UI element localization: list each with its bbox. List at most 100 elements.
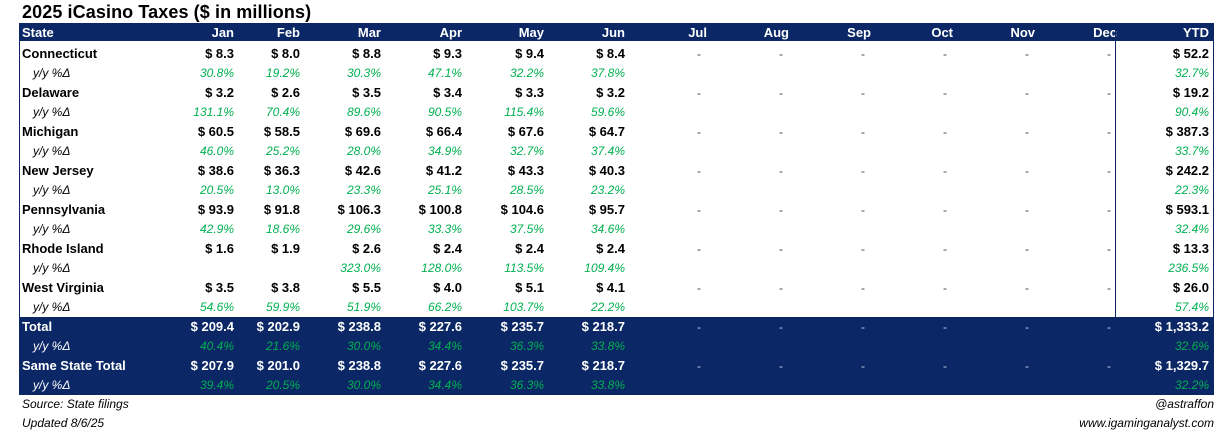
state-name: New Jersey <box>22 163 94 178</box>
ytd-yoy-pct: 32.7% <box>1174 65 1209 80</box>
month-value: $ 64.7 <box>588 124 625 139</box>
header-jul: Jul <box>688 24 707 40</box>
yoy-pct: 40.4% <box>199 338 234 353</box>
yoy-pct: 103.7% <box>503 299 544 314</box>
yoy-pct: 19.2% <box>265 65 300 80</box>
month-value: $ 4.1 <box>596 280 625 295</box>
empty-month-dash: - <box>1107 163 1111 178</box>
header-ytd: YTD <box>1183 24 1209 40</box>
empty-month-dash: - <box>779 124 783 139</box>
empty-month-dash: - <box>1107 280 1111 295</box>
empty-month-dash: - <box>861 163 865 178</box>
yoy-pct: 34.4% <box>427 338 462 353</box>
empty-month-dash: - <box>697 85 701 100</box>
month-value: $ 218.7 <box>581 358 625 373</box>
empty-month-dash: - <box>1025 85 1029 100</box>
state-name: Connecticut <box>22 46 98 61</box>
month-value: $ 106.3 <box>337 202 381 217</box>
month-value: $ 238.8 <box>337 358 381 373</box>
yoy-pct: 30.0% <box>346 338 381 353</box>
empty-month-dash: - <box>861 319 865 334</box>
total-row-block: Same State Total $ 207.9 $ 201.0 $ 238.8 $ 2… <box>19 356 1214 395</box>
empty-month-dash: - <box>861 124 865 139</box>
empty-month-dash: - <box>779 241 783 256</box>
ytd-value: $ 26.0 <box>1172 280 1209 295</box>
yoy-pct: 66.2% <box>427 299 462 314</box>
ytd-value: $ 19.2 <box>1172 85 1209 100</box>
header-oct: Oct <box>931 24 953 40</box>
yoy-pct: 33.3% <box>427 221 462 236</box>
yoy-pct: 20.5% <box>265 377 300 392</box>
yoy-row: y/y %Δ 20.5% 13.0% 23.3% 25.1% 28.5% 23.2% 22.3… <box>19 180 1214 199</box>
month-value: $ 4.0 <box>433 280 462 295</box>
state-row-block: New Jersey $ 38.6 $ 36.3 $ 42.6 $ 41.2 $ 43.3… <box>19 161 1214 200</box>
yoy-pct: 37.8% <box>590 65 625 80</box>
month-value: $ 1.9 <box>271 241 300 256</box>
yoy-pct: 36.3% <box>509 377 544 392</box>
month-value: $ 3.5 <box>352 85 381 100</box>
header-dec: Dec <box>1093 24 1117 40</box>
month-value: $ 3.4 <box>433 85 462 100</box>
empty-month-dash: - <box>861 358 865 373</box>
month-value: $ 235.7 <box>500 319 544 334</box>
month-value: $ 42.6 <box>344 163 381 178</box>
empty-month-dash: - <box>779 280 783 295</box>
state-row-block: Connecticut $ 8.3 $ 8.0 $ 8.8 $ 9.3 $ 9.4 $ 8.… <box>19 44 1214 83</box>
yoy-pct: 70.4% <box>265 104 300 119</box>
yoy-pct: 323.0% <box>340 260 381 275</box>
empty-month-dash: - <box>697 241 701 256</box>
value-row: Same State Total $ 207.9 $ 201.0 $ 238.8 $ 2… <box>19 356 1214 375</box>
empty-month-dash: - <box>943 280 947 295</box>
yoy-pct: 113.5% <box>504 260 544 275</box>
empty-month-dash: - <box>697 280 701 295</box>
yoy-row: y/y %Δ 131.1% 70.4% 89.6% 90.5% 115.4% 59.6% 90… <box>19 102 1214 121</box>
month-value: $ 202.9 <box>256 319 300 334</box>
ytd-yoy-pct: 90.4% <box>1174 104 1209 119</box>
empty-month-dash: - <box>1025 280 1029 295</box>
empty-month-dash: - <box>861 280 865 295</box>
yoy-pct: 30.3% <box>346 65 381 80</box>
yoy-pct: 34.6% <box>590 221 625 236</box>
empty-month-dash: - <box>779 319 783 334</box>
yoy-label: y/y %Δ <box>33 338 71 353</box>
empty-month-dash: - <box>779 46 783 61</box>
header-apr: Apr <box>439 24 462 40</box>
yoy-pct: 47.1% <box>427 65 462 80</box>
empty-month-dash: - <box>1107 241 1111 256</box>
yoy-pct: 28.0% <box>346 143 381 158</box>
month-value: $ 207.9 <box>190 358 234 373</box>
value-row: Delaware $ 3.2 $ 2.6 $ 3.5 $ 3.4 $ 3.3 $ 3.2 - -… <box>19 83 1214 102</box>
month-value: $ 2.4 <box>515 241 544 256</box>
month-value: $ 95.7 <box>588 202 625 217</box>
website: www.igaminganalyst.com <box>1079 416 1214 430</box>
state-row-block: West Virginia $ 3.5 $ 3.8 $ 5.5 $ 4.0 $ 5.1 $ … <box>19 278 1214 317</box>
ytd-yoy-pct: 57.4% <box>1174 299 1209 314</box>
month-value: $ 209.4 <box>190 319 234 334</box>
empty-month-dash: - <box>943 163 947 178</box>
value-row: Total $ 209.4 $ 202.9 $ 238.8 $ 227.6 $ 235.7… <box>19 317 1214 336</box>
ytd-yoy-pct: 22.3% <box>1174 182 1209 197</box>
yoy-pct: 109.4% <box>584 260 625 275</box>
yoy-row: y/y %Δ 46.0% 25.2% 28.0% 34.9% 32.7% 37.4% 33.7… <box>19 141 1214 160</box>
month-value: $ 9.4 <box>515 46 544 61</box>
author-handle: @astraffon <box>1155 397 1214 411</box>
empty-month-dash: - <box>1107 202 1111 217</box>
yoy-pct: 37.5% <box>509 221 544 236</box>
empty-month-dash: - <box>1025 241 1029 256</box>
month-value: $ 93.9 <box>197 202 234 217</box>
yoy-pct: 39.4% <box>199 377 234 392</box>
state-name: Delaware <box>22 85 80 100</box>
empty-month-dash: - <box>779 358 783 373</box>
empty-month-dash: - <box>943 85 947 100</box>
yoy-pct: 89.6% <box>346 104 381 119</box>
month-value: $ 8.0 <box>271 46 300 61</box>
empty-month-dash: - <box>861 85 865 100</box>
state-name: Total <box>22 319 53 334</box>
month-value: $ 91.8 <box>263 202 300 217</box>
table-title: 2025 iCasino Taxes ($ in millions) <box>22 2 312 22</box>
yoy-pct: 30.0% <box>346 377 381 392</box>
month-value: $ 36.3 <box>263 163 300 178</box>
month-value: $ 238.8 <box>337 319 381 334</box>
yoy-pct: 18.6% <box>265 221 300 236</box>
month-value: $ 2.6 <box>352 241 381 256</box>
